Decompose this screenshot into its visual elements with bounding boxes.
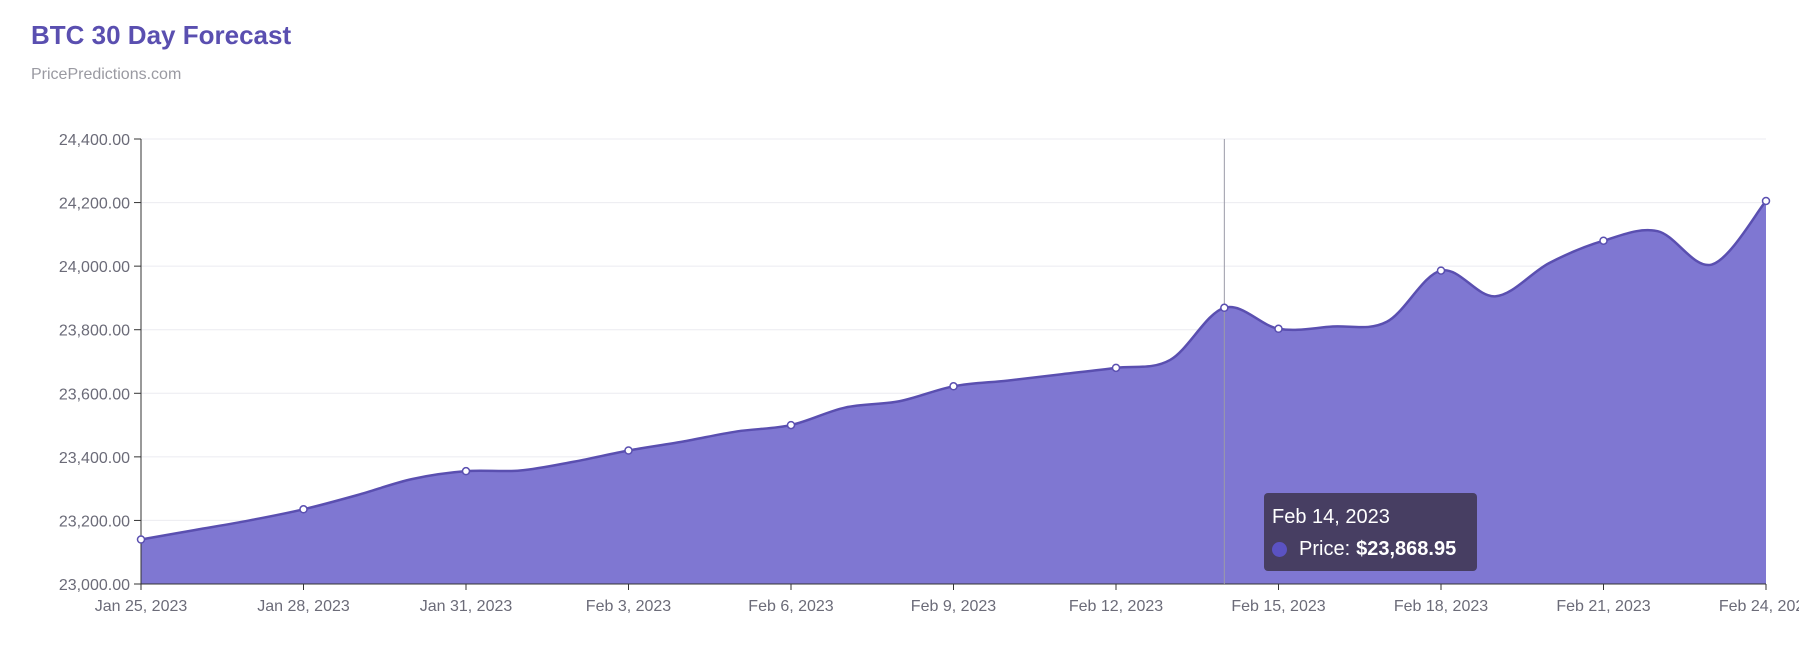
y-tick-label: 24,400.00 bbox=[59, 132, 130, 149]
series-dot-icon bbox=[1272, 541, 1287, 557]
data-point[interactable] bbox=[461, 466, 471, 476]
area-layer bbox=[140, 200, 1767, 584]
chart-title: BTC 30 Day Forecast bbox=[31, 20, 292, 50]
data-point[interactable] bbox=[299, 505, 308, 514]
tooltip-value: $23,868.95 bbox=[1356, 538, 1457, 560]
area-fill bbox=[141, 200, 1766, 584]
x-tick-label: Jan 25, 2023 bbox=[95, 598, 188, 615]
x-tick-label: Feb 3, 2023 bbox=[586, 598, 672, 615]
tick-labels: 23,000.00 23,200.00 23,400.00 23,600.00 23,8… bbox=[59, 132, 1799, 615]
axes bbox=[134, 138, 1767, 590]
y-tick-label: 23,200.00 bbox=[59, 513, 130, 530]
data-point[interactable] bbox=[1274, 324, 1283, 334]
x-tick-label: Feb 24, 2023 bbox=[1719, 598, 1799, 615]
x-tick-label: Jan 28, 2023 bbox=[257, 598, 350, 615]
data-point[interactable] bbox=[1761, 196, 1771, 206]
y-tick-label: 24,200.00 bbox=[59, 196, 130, 213]
series-line bbox=[140, 200, 1767, 541]
x-tick-label: Feb 9, 2023 bbox=[911, 598, 997, 615]
point-markers[interactable] bbox=[136, 196, 1771, 544]
y-tick-label: 24,000.00 bbox=[59, 259, 130, 276]
x-tick-label: Feb 15, 2023 bbox=[1231, 598, 1325, 615]
data-point[interactable] bbox=[1599, 236, 1608, 245]
x-tick-label: Feb 6, 2023 bbox=[748, 598, 834, 615]
tooltip-label: Price: bbox=[1299, 538, 1351, 560]
tooltip-date: Feb 14, 2023 bbox=[1272, 506, 1390, 528]
y-tick-label: 23,600.00 bbox=[59, 386, 130, 403]
chart-tooltip: Feb 14, 2023 Price: $23,868.95 bbox=[1264, 493, 1477, 571]
y-tick-label: 23,400.00 bbox=[59, 450, 130, 467]
hovered-data-point[interactable] bbox=[1220, 303, 1229, 313]
x-tick-label: Feb 21, 2023 bbox=[1556, 598, 1650, 615]
data-point[interactable] bbox=[786, 420, 796, 430]
data-point[interactable] bbox=[949, 382, 958, 391]
x-tick-label: Feb 12, 2023 bbox=[1069, 598, 1163, 615]
x-tick-label: Feb 18, 2023 bbox=[1394, 598, 1488, 615]
chart-subtitle: PricePredictions.com bbox=[31, 66, 182, 83]
y-tick-label: 23,000.00 bbox=[59, 577, 130, 594]
tooltip-row: Price: $23,868.95 bbox=[1272, 536, 1469, 562]
data-point[interactable] bbox=[1111, 363, 1121, 373]
x-tick-label: Jan 31, 2023 bbox=[420, 598, 513, 615]
data-point[interactable] bbox=[624, 446, 633, 455]
data-point[interactable] bbox=[136, 535, 146, 544]
data-point[interactable] bbox=[1436, 266, 1446, 275]
y-tick-label: 23,800.00 bbox=[59, 323, 130, 340]
